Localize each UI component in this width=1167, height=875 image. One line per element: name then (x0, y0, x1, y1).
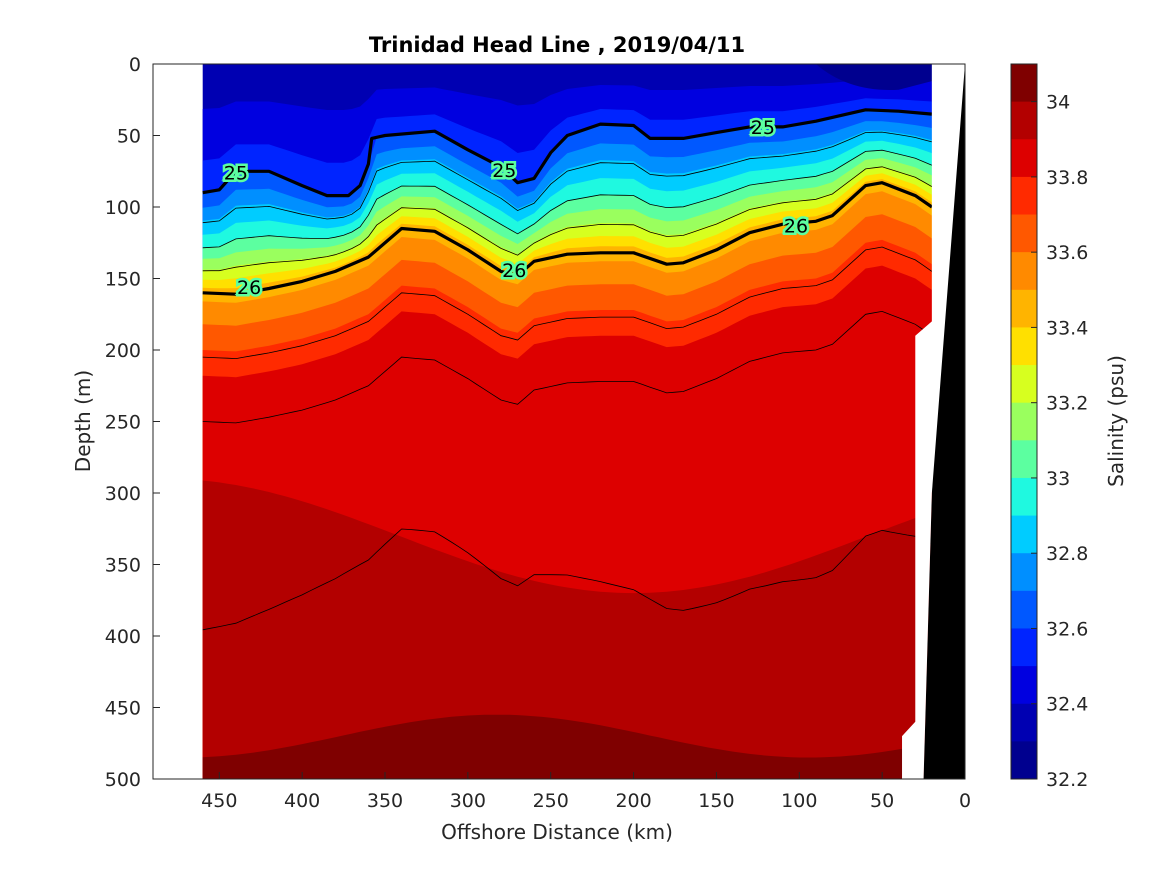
x-axis-label: Offshore Distance (km) (441, 820, 673, 844)
isopycnal-lines (202, 108, 933, 631)
colorbar-tick-label: 33.6 (1046, 242, 1088, 264)
thin-contour-line (202, 310, 933, 424)
colorbar-label: Salinity (psu) (1104, 355, 1128, 487)
colorbar-tick-label: 33 (1046, 468, 1070, 490)
plot-area: 25 25 25 26 26 26 (202, 64, 965, 779)
salinity-band (815, 64, 932, 90)
colorbar-swatch (1011, 703, 1037, 742)
colorbar-tick-label: 32.2 (1046, 769, 1088, 791)
colorbar-frame (1010, 63, 1038, 780)
seafloor-wedge (923, 64, 965, 779)
colorbar-swatch (1011, 590, 1037, 629)
x-tick-label: 50 (870, 790, 894, 812)
colorbar-swatch (1011, 214, 1037, 253)
contour-label: 26 (784, 216, 808, 238)
colorbar-swatch (1011, 515, 1037, 554)
x-tick-label: 150 (698, 790, 734, 812)
y-tick-label: 150 (105, 269, 141, 291)
x-tick-label: 400 (284, 790, 320, 812)
x-tick-label: 450 (201, 790, 237, 812)
colorbar-swatch (1011, 327, 1037, 366)
y-tick-label: 100 (105, 197, 141, 219)
salinity-band (202, 480, 932, 779)
x-tick-label: 250 (533, 790, 569, 812)
colorbar-swatch (1011, 477, 1037, 517)
isopycnal-line (202, 181, 933, 296)
y-tick-label: 0 (129, 54, 141, 76)
contour-label: 25 (492, 160, 516, 182)
thin-contour-line (202, 166, 933, 272)
x-tick-label: 300 (450, 790, 486, 812)
y-tick-label: 450 (105, 698, 141, 720)
isopycnal-line (202, 108, 933, 198)
thin-contour-line (202, 246, 933, 360)
thin-contour-line (202, 149, 933, 249)
colorbar-tick-label: 32.4 (1046, 694, 1088, 716)
y-tick-label: 300 (105, 483, 141, 505)
chart-title: Trinidad Head Line , 2019/04/11 (369, 33, 745, 57)
colorbar-tick-label: 33.2 (1046, 393, 1088, 415)
y-tick-label: 350 (105, 555, 141, 577)
x-tick-label: 200 (615, 790, 651, 812)
colorbar-tick-label: 34 (1046, 92, 1070, 114)
contour-label: 26 (237, 277, 261, 299)
colorbar-swatch (1011, 176, 1037, 216)
colorbar-tick-label: 32.8 (1046, 543, 1088, 565)
colorbar-swatch (1011, 252, 1037, 291)
colorbar-tick-label: 33.8 (1046, 167, 1088, 189)
colorbar-ticks: 34 33.8 33.6 33.4 33.2 33 32.8 32.6 32.4 32.2 (1031, 92, 1088, 791)
colorbar-swatch (1011, 64, 1037, 103)
x-axis-ticks: 450 400 350 300 250 200 150 100 50 0 (201, 772, 971, 812)
colorbar-swatch (1011, 139, 1037, 178)
colorbar-swatch (1011, 365, 1037, 404)
y-tick-label: 250 (105, 412, 141, 434)
contour-label: 25 (224, 163, 248, 185)
colorbar-tick-label: 33.4 (1046, 317, 1088, 339)
colorbar-swatch (1011, 553, 1037, 592)
contour-label: 26 (502, 260, 526, 282)
colorbar-swatch (1011, 402, 1037, 441)
bathymetry (902, 64, 965, 779)
colorbar-tick-label: 32.6 (1046, 618, 1088, 640)
colorbar-swatch (1011, 289, 1037, 328)
colorbar-swatch (1011, 666, 1037, 705)
no-data-region (902, 64, 965, 779)
y-axis-label: Depth (m) (71, 370, 95, 472)
salinity-field (202, 64, 932, 779)
colorbar-swatch (1011, 101, 1037, 140)
thin-contour-line (202, 131, 933, 224)
colorbar-swatch (1011, 741, 1037, 780)
thin-contour-line (202, 528, 933, 631)
colorbar-swatch (1011, 628, 1037, 667)
contour-label: 25 (751, 117, 775, 139)
y-tick-label: 400 (105, 626, 141, 648)
salinity-band (202, 714, 932, 779)
y-tick-label: 50 (117, 126, 141, 148)
y-tick-label: 500 (105, 769, 141, 791)
y-axis-ticks: 0 50 100 150 200 250 300 350 400 450 500 (105, 54, 160, 791)
y-tick-label: 200 (105, 340, 141, 362)
x-tick-label: 100 (781, 790, 817, 812)
colorbar (1010, 63, 1038, 780)
contour-label-layer: 25 25 25 26 26 26 (221, 114, 810, 301)
colorbar-swatch (1011, 440, 1037, 479)
x-tick-label: 0 (959, 790, 971, 812)
x-tick-label: 350 (367, 790, 403, 812)
